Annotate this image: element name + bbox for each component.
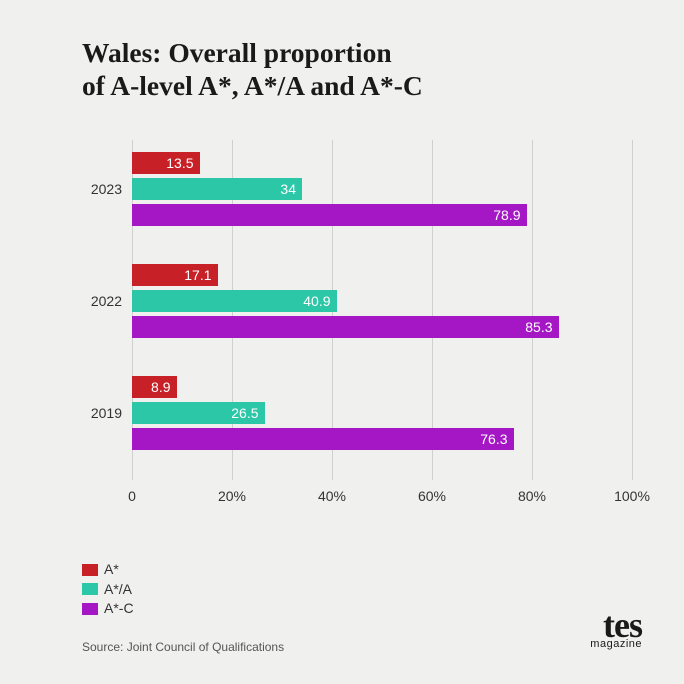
logo-main: tes xyxy=(590,611,642,640)
x-tick-label: 80% xyxy=(518,488,546,504)
bar-value-label: 76.3 xyxy=(480,431,507,447)
plot-area: 020%40%60%80%100%202313.53478.9202217.14… xyxy=(132,140,632,480)
bar-value-label: 13.5 xyxy=(166,155,193,171)
legend-item: A*-C xyxy=(82,599,134,619)
bar: 78.9 xyxy=(132,204,527,226)
y-category-label: 2022 xyxy=(91,293,122,309)
x-tick-label: 100% xyxy=(614,488,650,504)
bar: 40.9 xyxy=(132,290,337,312)
bar-value-label: 17.1 xyxy=(184,267,211,283)
legend-swatch xyxy=(82,564,98,576)
logo-sub: magazine xyxy=(590,638,642,650)
legend: A*A*/AA*-C xyxy=(82,560,134,619)
x-tick-label: 0 xyxy=(128,488,136,504)
x-tick-label: 40% xyxy=(318,488,346,504)
bar-value-label: 78.9 xyxy=(493,207,520,223)
legend-label: A* xyxy=(104,560,119,580)
bar: 26.5 xyxy=(132,402,265,424)
publisher-logo: tes magazine xyxy=(590,611,642,650)
source-text: Source: Joint Council of Qualifications xyxy=(82,640,284,654)
bar: 34 xyxy=(132,178,302,200)
gridline xyxy=(532,140,533,480)
bar: 8.9 xyxy=(132,376,177,398)
legend-label: A*-C xyxy=(104,599,134,619)
legend-label: A*/A xyxy=(104,580,132,600)
bar-value-label: 8.9 xyxy=(151,379,170,395)
chart-title: Wales: Overall proportion of A-level A*,… xyxy=(82,36,423,102)
y-category-label: 2019 xyxy=(91,405,122,421)
bar-chart: 020%40%60%80%100%202313.53478.9202217.14… xyxy=(82,140,642,510)
bar-value-label: 34 xyxy=(280,181,296,197)
bar: 17.1 xyxy=(132,264,218,286)
legend-swatch xyxy=(82,603,98,615)
bar-value-label: 40.9 xyxy=(303,293,330,309)
bar: 76.3 xyxy=(132,428,514,450)
legend-item: A*/A xyxy=(82,580,134,600)
bar: 13.5 xyxy=(132,152,200,174)
y-category-label: 2023 xyxy=(91,181,122,197)
legend-swatch xyxy=(82,583,98,595)
gridline xyxy=(632,140,633,480)
legend-item: A* xyxy=(82,560,134,580)
x-tick-label: 20% xyxy=(218,488,246,504)
bar-value-label: 85.3 xyxy=(525,319,552,335)
bar-value-label: 26.5 xyxy=(231,405,258,421)
bar: 85.3 xyxy=(132,316,559,338)
x-tick-label: 60% xyxy=(418,488,446,504)
